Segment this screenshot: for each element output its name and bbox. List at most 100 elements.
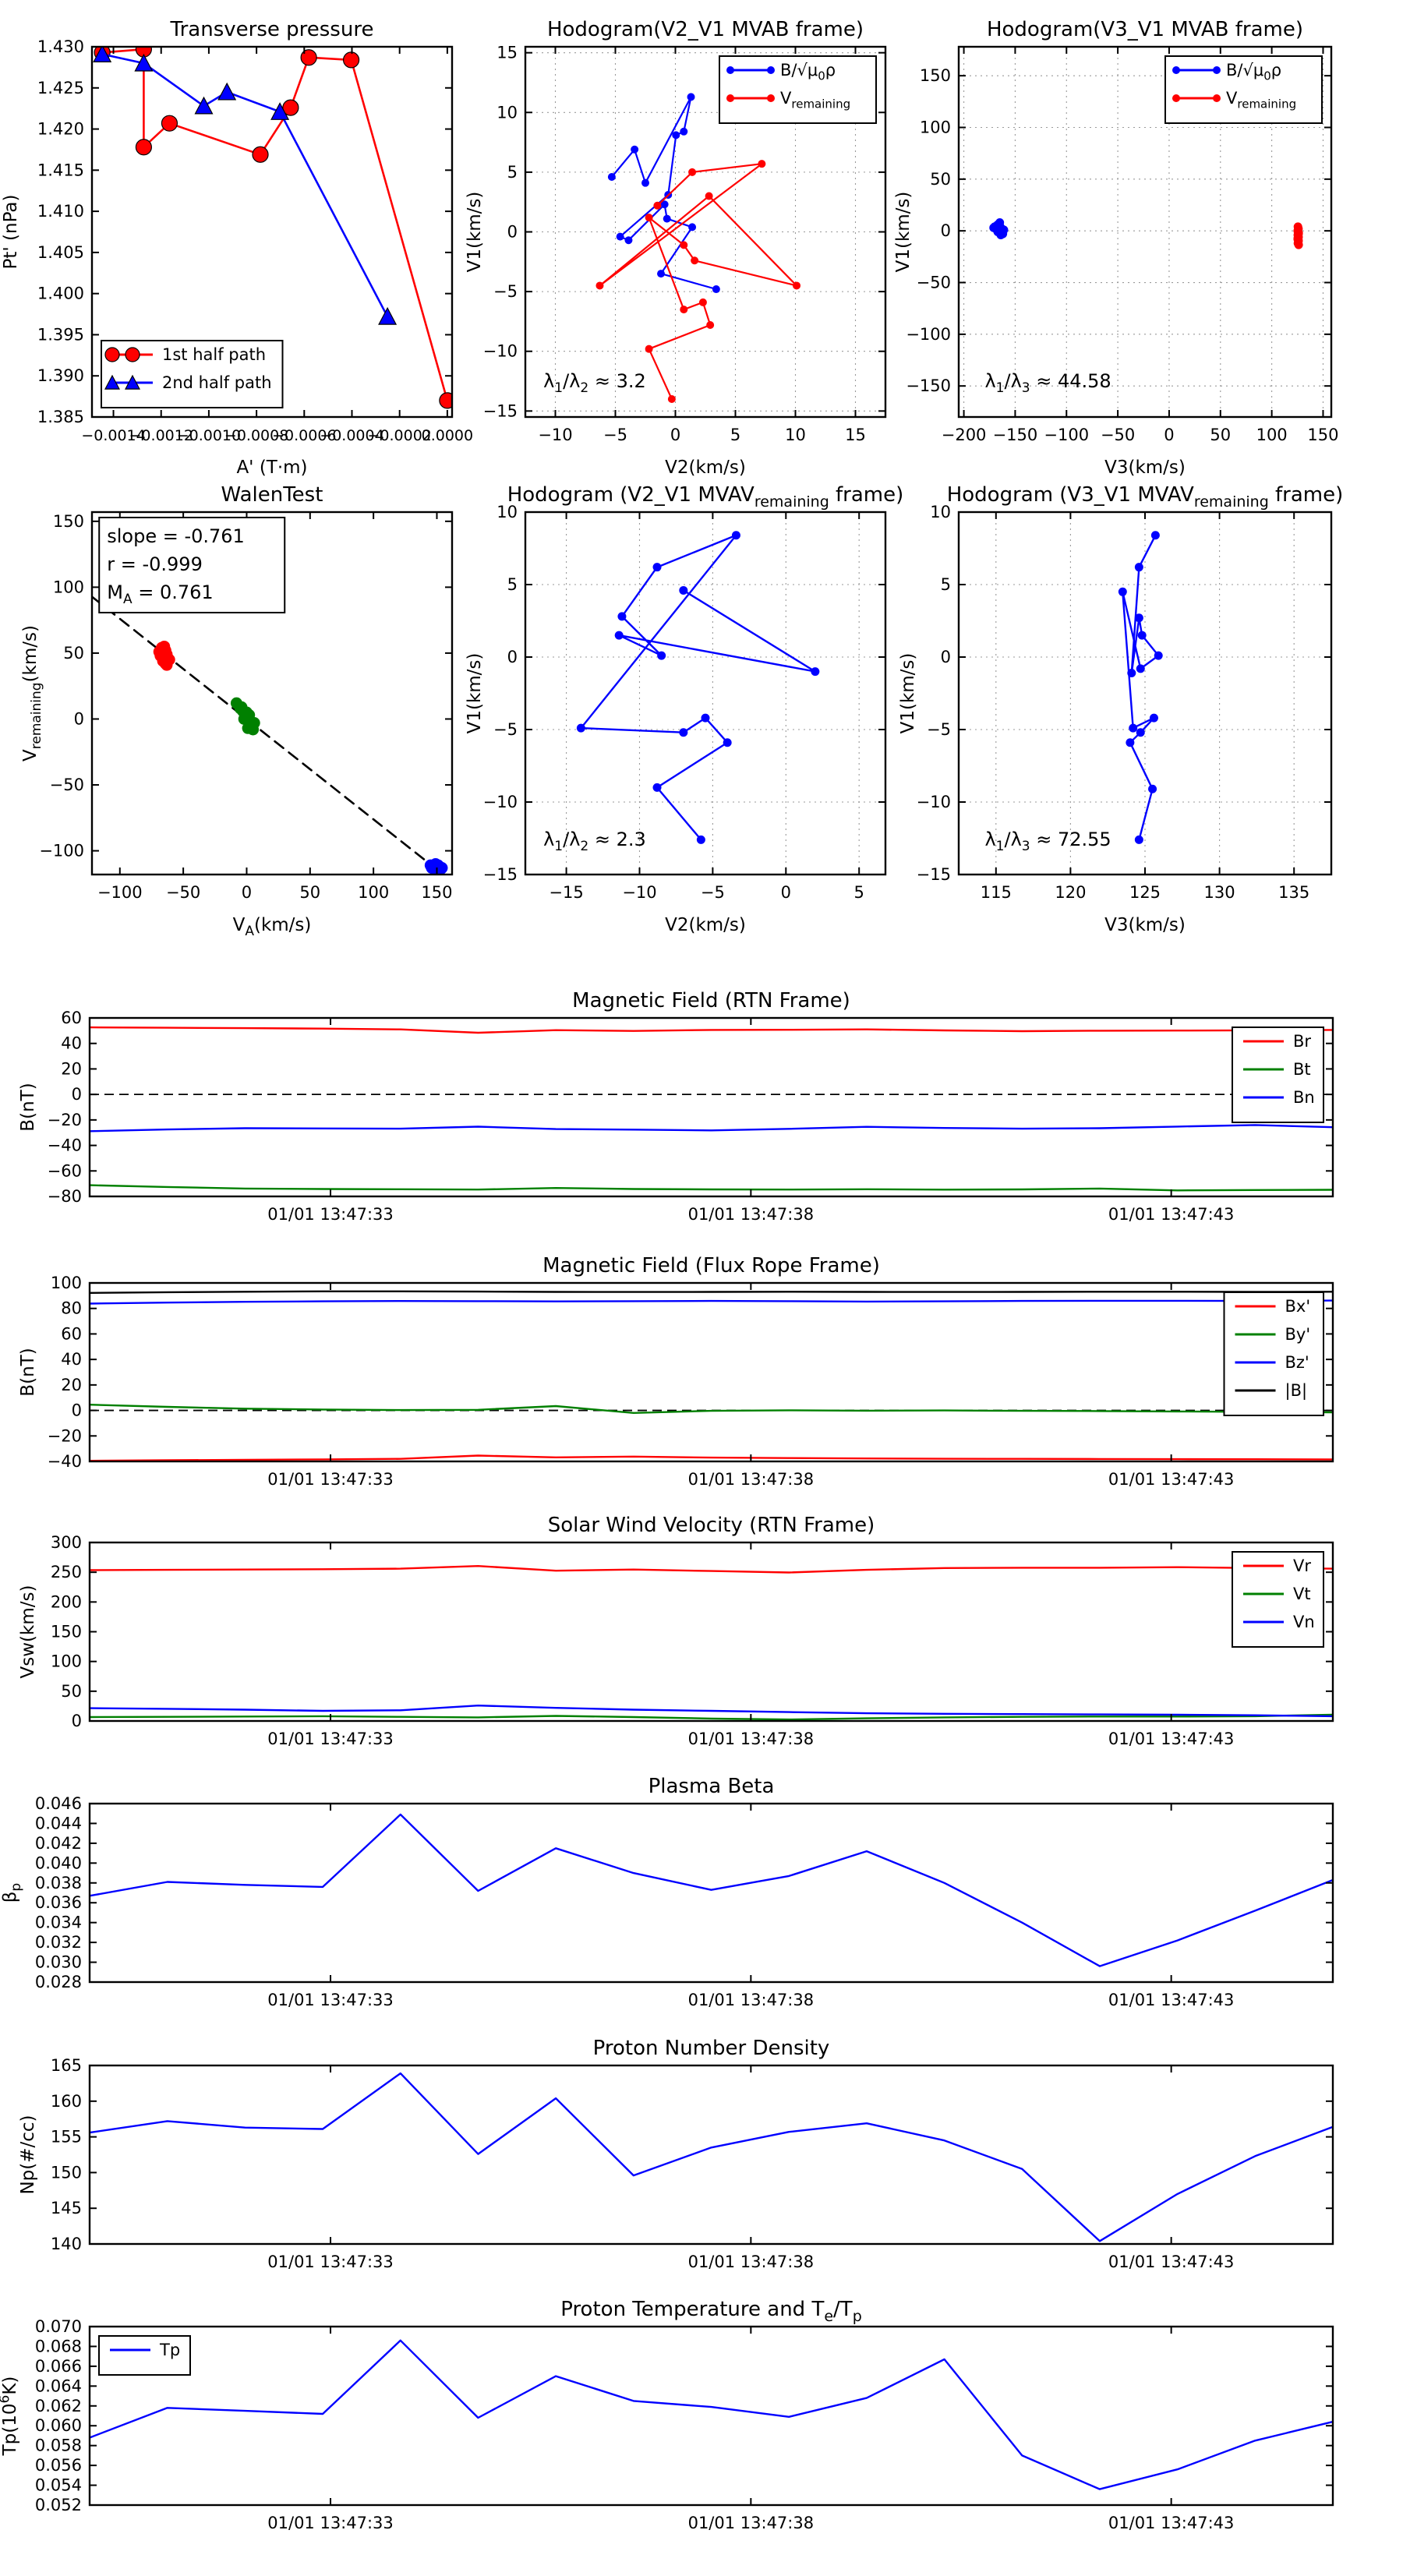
marker-dot	[155, 645, 168, 657]
x-tick-label: 01/01 13:47:43	[1108, 1470, 1235, 1489]
y-tick-label: 80	[61, 1299, 82, 1318]
legend-label: Vremaining	[1226, 89, 1296, 111]
series-layer	[1118, 531, 1163, 844]
markers-cluster-1st-half	[153, 640, 175, 671]
markers-V hodogram	[576, 531, 820, 844]
plot-background	[90, 2065, 1333, 2244]
legend-label: Tp	[159, 2341, 180, 2359]
x-tick-label: 01/01 13:47:38	[688, 1470, 815, 1489]
y-tick-label: 145	[51, 2199, 82, 2217]
series-layer	[576, 531, 820, 844]
axes-spines	[88, 2064, 1334, 2246]
x-tick-label: 01/01 13:47:43	[1108, 1730, 1235, 1748]
marker-dot	[1149, 713, 1158, 723]
marker-dot	[235, 701, 248, 713]
chart-proton-number-density: 01/01 13:47:33 01/01 13:47:38 01/01 13:47:…	[18, 2037, 1334, 2271]
marker-dot	[607, 173, 616, 182]
chart-solar-wind-velocity: 01/01 13:47:33 01/01 13:47:38 01/01 13:47:…	[18, 1514, 1334, 1748]
marker-dot	[243, 708, 256, 721]
marker-dot	[1172, 94, 1180, 102]
y-tick-label: −100	[39, 842, 84, 860]
stats-box	[98, 516, 286, 613]
chart-magnetic-field-fluxrope: 01/01 13:47:33 01/01 13:47:38 01/01 13:47:…	[18, 1254, 1334, 1489]
x-tick-label: 0.0000	[422, 427, 473, 444]
y-tick-label: −80	[48, 1187, 82, 1206]
marker-dot	[680, 127, 688, 136]
x-tick-label: −10	[538, 426, 572, 444]
y-tick-label: 0	[507, 223, 518, 242]
marker-dot	[428, 860, 440, 873]
legend-label: Vn	[1293, 1613, 1315, 1631]
legend: Vr Vt Vn	[1232, 1551, 1324, 1648]
x-tick-label: −0.0004	[320, 427, 383, 444]
x-tick-label: 50	[1210, 426, 1231, 444]
y-tick-label: 20	[61, 1059, 82, 1078]
legend: Bx' By' Bz' |B|	[1223, 1292, 1324, 1416]
chart-title: Hodogram (V2_V1 MVAVremaining frame)	[507, 483, 904, 511]
series-beta_p	[89, 1813, 1334, 1967]
y-axis-label: Np(#/cc)	[18, 2115, 38, 2194]
marker-dot	[631, 145, 639, 154]
x-tick-label: 130	[1204, 883, 1235, 902]
y-tick-label: 0	[507, 648, 518, 666]
series-layer	[989, 218, 1303, 249]
marker-circle	[300, 49, 317, 66]
marker-dot	[701, 713, 710, 723]
y-tick-label: 10	[497, 103, 518, 122]
marker-dot	[767, 66, 775, 74]
chart-title: Transverse pressure	[170, 18, 374, 41]
y-tick-label: 150	[920, 66, 951, 85]
x-tick-label: −0.0002	[367, 427, 431, 444]
legend-label: Vr	[1293, 1557, 1311, 1575]
y-tick-label: −20	[48, 1426, 82, 1445]
legend-label: Br	[1293, 1032, 1311, 1051]
marker-dot	[657, 270, 666, 278]
marker-dot	[1136, 728, 1145, 737]
marker-dot	[680, 306, 688, 314]
x-tick-label: −0.0008	[224, 427, 288, 444]
y-tick-label: −150	[906, 376, 951, 395]
x-tick-label: 120	[1055, 883, 1086, 902]
marker-dot	[614, 631, 624, 640]
marker-dot	[595, 281, 604, 290]
axes-spines	[524, 511, 887, 876]
marker-dot	[1134, 613, 1143, 623]
x-axis-label: A' (T·m)	[236, 458, 307, 478]
y-tick-label: 100	[53, 578, 84, 596]
marker-circle	[104, 347, 120, 362]
chart-transverse-pressure: −0.0014−0.0012−0.0010−0.0008−0.0006−0.00…	[1, 18, 473, 478]
y-tick-label: 0.068	[35, 2337, 82, 2355]
y-tick-label: −15	[483, 865, 518, 884]
marker-dot	[1172, 66, 1180, 74]
y-tick-label: 50	[930, 170, 951, 189]
y-tick-label: −50	[50, 776, 84, 794]
axes-spines	[90, 45, 454, 419]
legend-label: 1st half path	[162, 345, 266, 364]
axes-spines	[88, 1281, 1334, 1463]
x-tick-label: 10	[785, 426, 806, 444]
marker-dot	[758, 160, 766, 168]
y-tick-label: 0.058	[35, 2436, 82, 2455]
legend-label: Bz'	[1285, 1353, 1309, 1372]
series-layer	[89, 2072, 1334, 2242]
x-axis-label: V3(km/s)	[1104, 458, 1186, 478]
marker-dot	[679, 728, 688, 737]
y-tick-label: 1.420	[37, 120, 84, 139]
axes-spines	[88, 2325, 1334, 2507]
chart-plasma-beta: 01/01 13:47:33 01/01 13:47:38 01/01 13:47:…	[0, 1775, 1334, 2009]
x-tick-label: −50	[1101, 426, 1135, 444]
series-layer	[89, 1290, 1334, 1462]
y-tick-label: 5	[507, 575, 518, 594]
marker-dot	[767, 94, 775, 102]
x-tick-label: 01/01 13:47:33	[267, 1730, 394, 1748]
chart-title: Magnetic Field (RTN Frame)	[572, 989, 850, 1012]
marker-dot	[712, 285, 720, 294]
y-axis-label: B(nT)	[18, 1348, 38, 1396]
series-|B|	[89, 1290, 1334, 1294]
marker-dot	[660, 200, 669, 209]
chart-magnetic-field-rtn: 01/01 13:47:33 01/01 13:47:38 01/01 13:47:…	[18, 989, 1334, 1224]
y-tick-label: 0.044	[35, 1814, 82, 1832]
series-B/sqrt(mu0 rho)	[610, 96, 717, 291]
series-Vt	[89, 1713, 1334, 1721]
